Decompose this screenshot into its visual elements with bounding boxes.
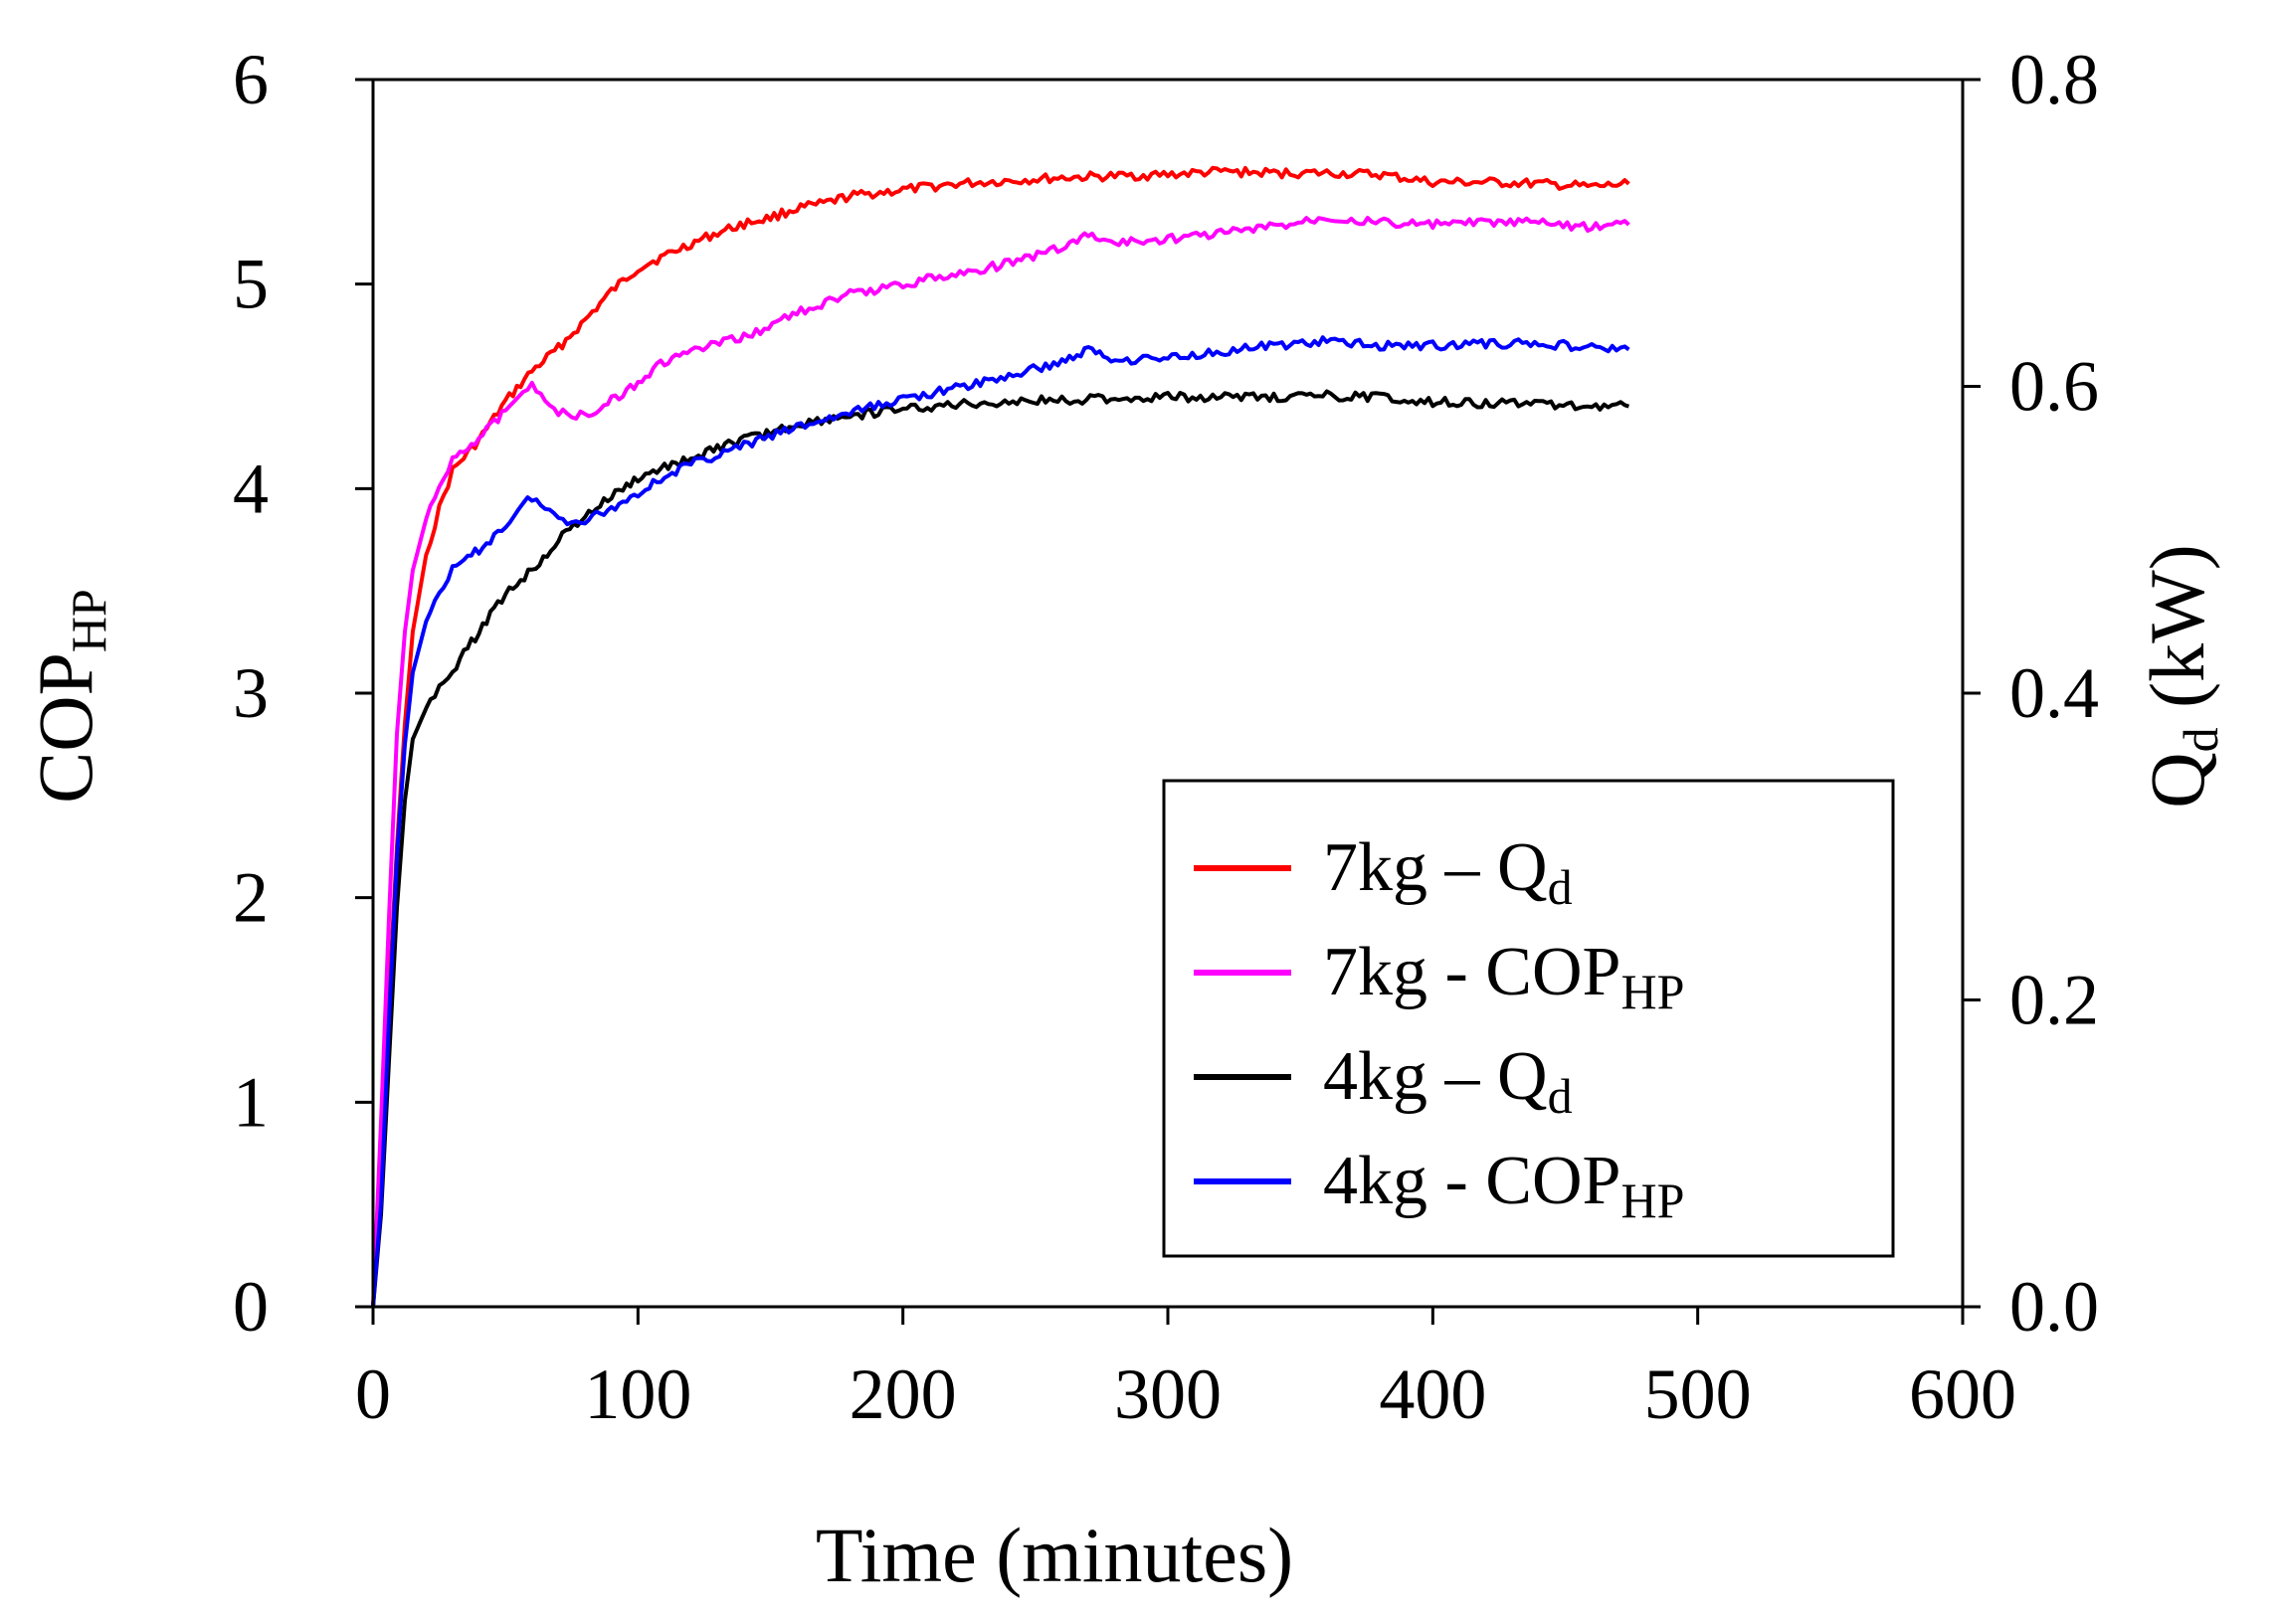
x-tick-label: 200 <box>850 1354 957 1434</box>
legend-entry-4kg-cop: 4kg - COPHP <box>1194 1143 1684 1228</box>
right-axis-title-unit: (kW) <box>2134 544 2220 727</box>
left-axis-title-main: COP <box>22 652 108 804</box>
legend-box <box>1162 779 1895 1258</box>
legend: 7kg – Qd 7kg - COPHP 4kg – Qd 4kg - COPH… <box>1162 779 1895 1258</box>
x-axis-title: Time (minutes) <box>816 1512 1293 1598</box>
right-y-tick-label: 0.0 <box>2009 1267 2099 1347</box>
legend-label-7kg-cop: 7kg - COPHP <box>1323 934 1684 1019</box>
right-y-tick-label: 0.6 <box>2009 347 2099 427</box>
left-y-tick-label: 6 <box>233 40 269 119</box>
left-y-tick-label: 2 <box>233 858 269 938</box>
legend-label-sub: HP <box>1620 964 1684 1019</box>
series-line-red <box>371 165 1630 1308</box>
right-y-tick-label: 0.2 <box>2009 961 2099 1040</box>
x-tick-label: 300 <box>1114 1354 1222 1434</box>
axes-layer: 0 100 200 300 400 500 600 0 1 2 3 4 5 6 0.0 0.2 0.4 0.6 0.… <box>233 40 2099 1434</box>
right-y-tick-label: 0.4 <box>2009 653 2099 733</box>
right-axis-title-main: Q <box>2134 752 2220 808</box>
left-y-tick-label: 1 <box>233 1062 269 1142</box>
legend-label-4kg-cop: 4kg - COPHP <box>1323 1143 1684 1228</box>
series-line-magenta <box>371 216 1630 1308</box>
right-axis-title-sub: d <box>2173 727 2228 752</box>
legend-label-sub: d <box>1548 1068 1573 1124</box>
x-tick-label: 600 <box>1909 1354 2016 1434</box>
left-y-tick-label: 3 <box>233 653 269 733</box>
x-tick-label: 400 <box>1379 1354 1486 1434</box>
legend-label-sub: HP <box>1620 1173 1684 1228</box>
legend-label-sub: d <box>1548 859 1573 915</box>
right-axis-title: Qd (kW) <box>2134 544 2228 808</box>
legend-entry-7kg-qd: 7kg – Qd <box>1194 829 1573 915</box>
legend-label-7kg-qd: 7kg – Qd <box>1323 829 1573 915</box>
left-y-tick-label: 5 <box>233 245 269 324</box>
legend-label-main: 4kg – Q <box>1323 1038 1548 1115</box>
right-y-tick-label: 0.8 <box>2009 40 2099 119</box>
series-layer <box>371 165 1630 1308</box>
left-y-tick-label: 0 <box>233 1267 269 1347</box>
x-tick-label: 500 <box>1644 1354 1752 1434</box>
left-axis-title-sub: HP <box>61 589 116 652</box>
left-y-tick-label: 4 <box>233 449 269 528</box>
legend-entry-4kg-qd: 4kg – Qd <box>1194 1038 1573 1124</box>
legend-label-4kg-qd: 4kg – Qd <box>1323 1038 1573 1124</box>
x-tick-label: 100 <box>584 1354 691 1434</box>
series-line-black <box>371 389 1630 1308</box>
left-axis-title: COPHP <box>22 589 116 804</box>
legend-label-main: 7kg - COP <box>1323 934 1620 1010</box>
legend-entry-7kg-cop: 7kg - COPHP <box>1194 934 1684 1019</box>
legend-label-main: 7kg – Q <box>1323 829 1548 906</box>
series-line-blue <box>371 335 1630 1308</box>
x-tick-label: 0 <box>355 1354 391 1434</box>
legend-label-main: 4kg - COP <box>1323 1143 1620 1219</box>
